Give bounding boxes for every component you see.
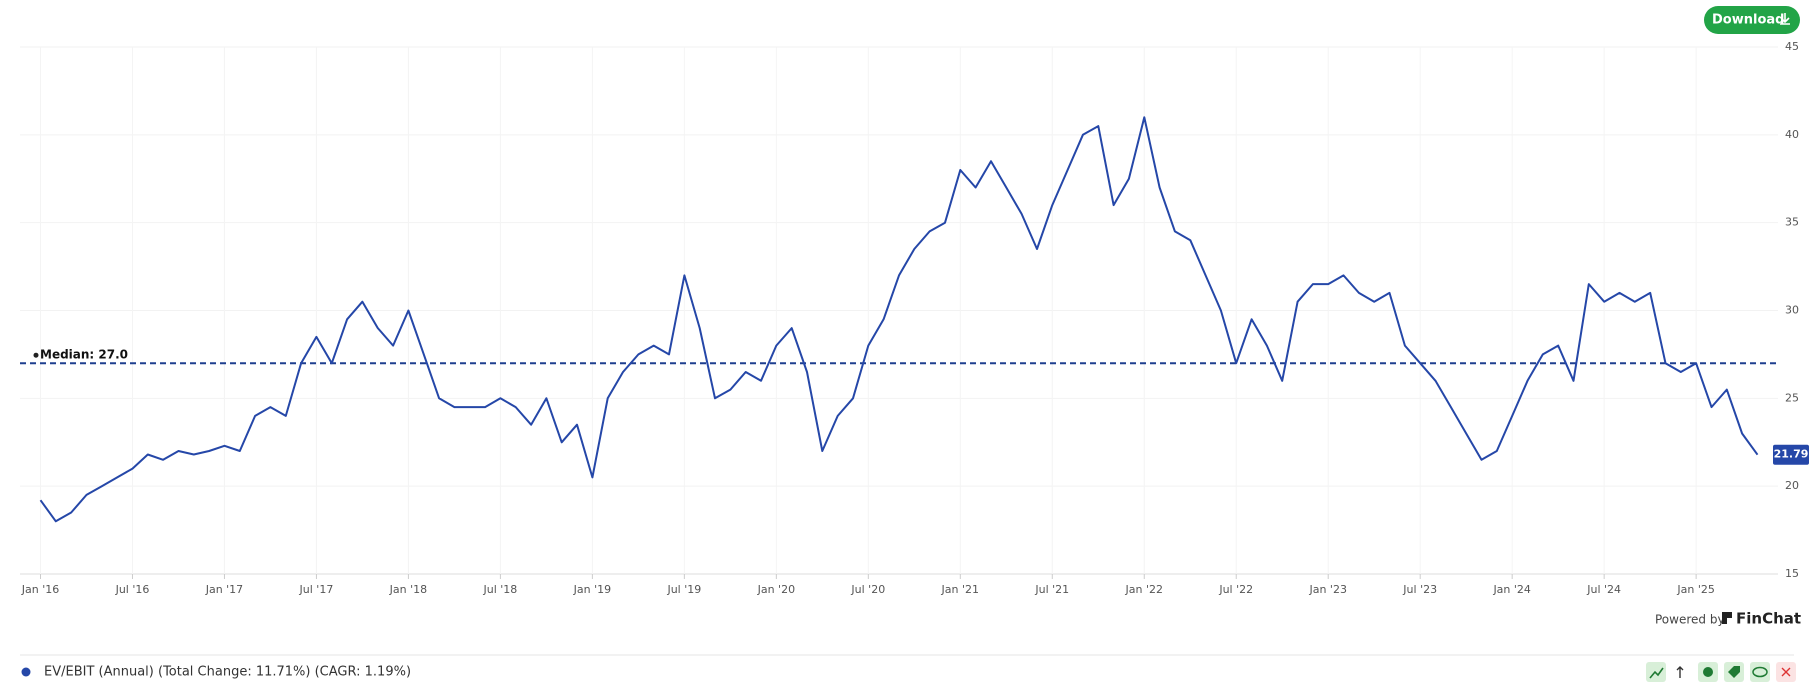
download-bg[interactable] xyxy=(1704,6,1800,34)
x-tick-label: Jan '16 xyxy=(21,583,59,596)
x-tick-label: Jan '24 xyxy=(1492,583,1530,596)
x-tick-label: Jul '16 xyxy=(115,583,150,596)
powered-by: Powered by xyxy=(1655,613,1725,627)
y-tick-label: 20 xyxy=(1785,479,1799,492)
y-tick-label: 45 xyxy=(1785,40,1799,53)
tool-icon xyxy=(1703,667,1713,677)
x-tick-label: Jan '17 xyxy=(205,583,243,596)
brand-logo xyxy=(1722,612,1732,624)
y-tick-label: 25 xyxy=(1785,391,1799,404)
x-tick-label: Jan '20 xyxy=(757,583,795,596)
legend-label[interactable]: EV/EBIT (Annual) (Total Change: 11.71%) … xyxy=(44,665,411,680)
x-tick-label: Jul '18 xyxy=(483,583,518,596)
tool-icon[interactable] xyxy=(1676,666,1684,678)
x-tick-label: Jan '23 xyxy=(1308,583,1346,596)
y-tick-label: 35 xyxy=(1785,216,1799,229)
y-tick-label: 40 xyxy=(1785,128,1799,141)
tool-icon xyxy=(1752,666,1768,678)
end-label: 21.79 xyxy=(1774,448,1809,461)
brand: FinChat xyxy=(1736,610,1801,628)
y-tick-label: 15 xyxy=(1785,567,1799,580)
download-icon[interactable] xyxy=(1780,13,1790,25)
x-tick-label: Jul '21 xyxy=(1034,583,1069,596)
download-label[interactable]: Download xyxy=(1712,13,1784,28)
median-dot xyxy=(33,352,39,358)
tool-icon xyxy=(1649,667,1664,679)
download-button[interactable]: Download xyxy=(1704,6,1800,34)
x-tick-label: Jul '23 xyxy=(1402,583,1437,596)
legend-marker xyxy=(21,667,31,677)
x-tick-label: Jan '19 xyxy=(573,583,611,596)
x-tick-label: Jul '22 xyxy=(1218,583,1253,596)
series-line xyxy=(39,116,1759,523)
x-tick-label: Jan '18 xyxy=(389,583,427,596)
y-tick-label: 30 xyxy=(1785,304,1799,317)
tool-icon xyxy=(1781,667,1791,677)
x-tick-label: Jan '21 xyxy=(941,583,979,596)
x-tick-label: Jul '17 xyxy=(299,583,334,596)
end-label-bg xyxy=(1773,444,1809,465)
x-tick-label: Jul '19 xyxy=(666,583,701,596)
x-tick-label: Jul '20 xyxy=(850,583,885,596)
x-tick-label: Jul '24 xyxy=(1586,583,1621,596)
tool-button[interactable] xyxy=(1750,662,1770,682)
median-label: Median: 27.0 xyxy=(40,348,128,362)
toolbar xyxy=(1646,662,1796,682)
x-tick-label: Jan '25 xyxy=(1676,583,1714,596)
tool-icon xyxy=(1728,666,1740,678)
x-tick-label: Jan '22 xyxy=(1125,583,1163,596)
